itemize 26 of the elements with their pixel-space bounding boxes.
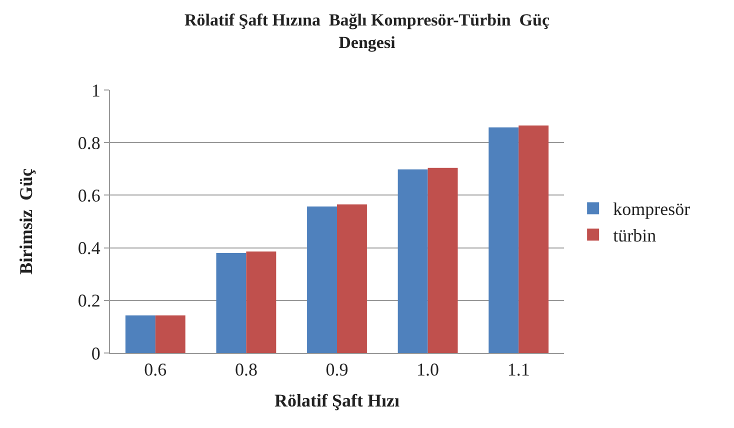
x-tick-label: 0.9 <box>326 360 348 380</box>
bar <box>337 204 367 353</box>
x-axis-title: Rölatif Şaft Hızı <box>274 390 400 411</box>
x-tick-label: 1.1 <box>507 360 530 380</box>
x-tick-label: 0.6 <box>144 360 167 380</box>
y-tick-label: 0.8 <box>78 132 100 153</box>
legend-label: kompresör <box>613 199 690 220</box>
y-tick-label: 0.2 <box>78 290 100 311</box>
legend-label: türbin <box>613 226 656 246</box>
bar <box>155 315 186 353</box>
x-tick-label: 0.8 <box>234 360 258 380</box>
bar <box>428 168 458 353</box>
chart-title: Rölatif Şaft Hızına Bağlı Kompresör-Türbin Güç Dengesi <box>184 10 550 52</box>
bar <box>246 251 276 353</box>
x-tick-label: 1.0 <box>416 360 440 380</box>
bar <box>125 315 156 353</box>
bar <box>216 253 246 353</box>
y-tick-label: 0 <box>91 343 100 364</box>
y-tick-label: 0.4 <box>78 238 100 258</box>
y-axis-title: Birimsiz Güç <box>16 168 36 274</box>
y-tick-label: 1 <box>91 80 100 100</box>
bar <box>518 126 549 353</box>
bar <box>398 169 428 353</box>
bar <box>307 206 337 353</box>
y-tick-label: 0.6 <box>78 186 100 206</box>
bar <box>488 127 519 353</box>
